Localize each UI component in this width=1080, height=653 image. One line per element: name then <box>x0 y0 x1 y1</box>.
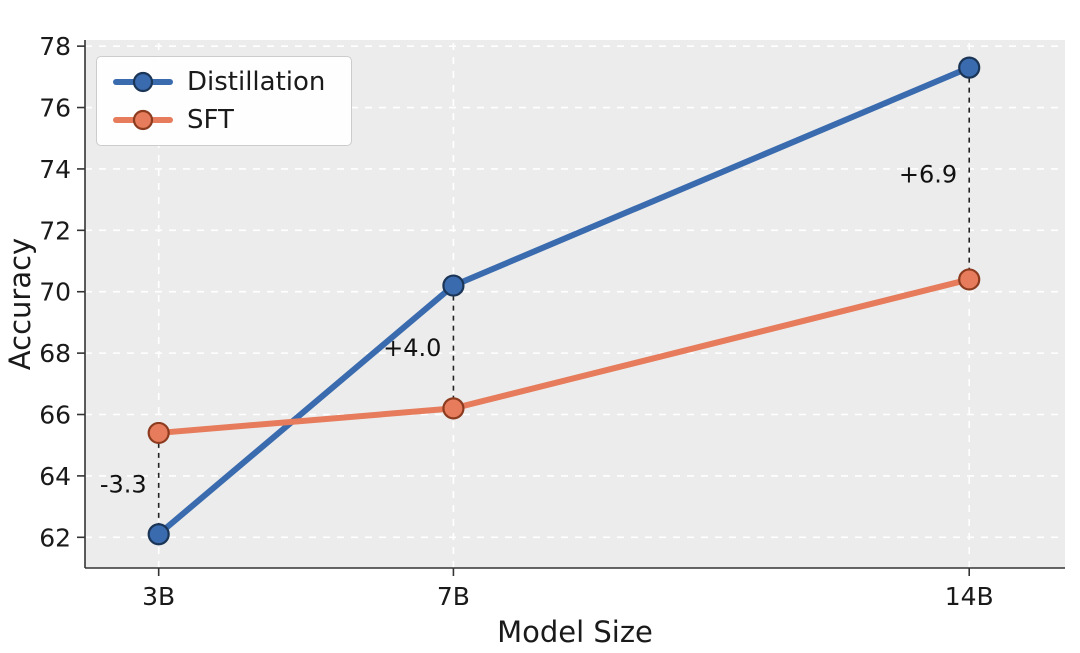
y-tick-label: 74 <box>39 155 71 184</box>
legend-label-distillation: Distillation <box>187 67 326 97</box>
legend-label-sft: SFT <box>187 105 234 135</box>
data-point-sft-3B <box>147 421 170 445</box>
x-tick-label: 3B <box>142 582 175 611</box>
data-point-sft-14B <box>958 268 981 291</box>
data-point-distillation-7B <box>442 274 465 297</box>
y-tick-label: 72 <box>39 216 71 245</box>
y-tick-label: 62 <box>39 523 71 552</box>
legend-item-sft: SFT <box>113 107 325 133</box>
y-tick-label: 70 <box>39 278 71 307</box>
y-axis-title: Accuracy <box>3 238 37 370</box>
gridlines <box>85 40 1065 568</box>
distillation-line-marker-icon <box>113 71 173 93</box>
sft-line-marker-icon <box>113 109 173 131</box>
data-point-distillation-3B <box>147 523 170 546</box>
data-point-distillation-14B <box>958 56 981 79</box>
y-tick-label: 64 <box>39 462 71 491</box>
x-axis-title: Model Size <box>497 615 653 649</box>
axes: 62 64 66 68 70 72 74 76 78 3B 7B 14B <box>39 32 1065 611</box>
legend: Distillation SFT <box>96 56 353 146</box>
gap-annotations: -3.3+4.0+6.9 <box>100 67 971 535</box>
data-series <box>147 56 981 546</box>
legend-item-distillation: Distillation <box>113 69 325 95</box>
y-tick-label: 68 <box>39 339 71 368</box>
y-tick-label: 76 <box>39 94 71 123</box>
x-tick-label: 14B <box>945 582 994 611</box>
data-point-sft-7B <box>442 397 465 420</box>
gap-label: -3.3 <box>100 471 147 499</box>
gap-label: +6.9 <box>899 161 957 189</box>
x-tick-label: 7B <box>437 582 470 611</box>
y-tick-label: 66 <box>39 401 71 430</box>
y-tick-label: 78 <box>39 32 71 61</box>
